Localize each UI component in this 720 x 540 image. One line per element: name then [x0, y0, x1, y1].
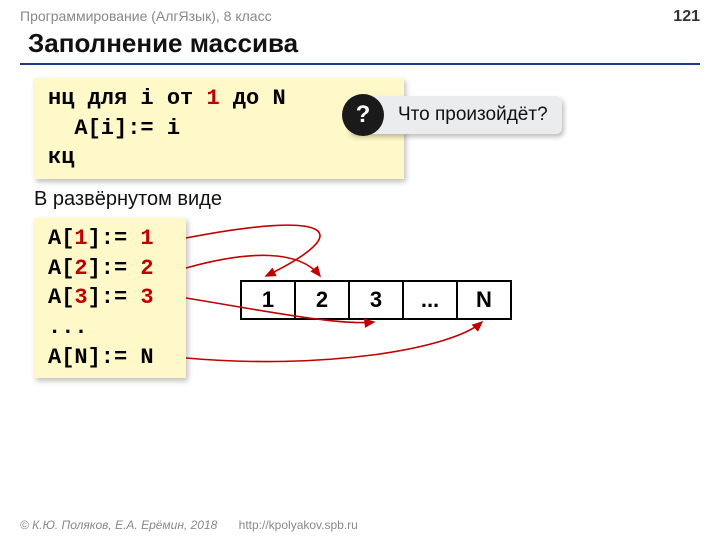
array-cell: 3 [349, 281, 403, 319]
page-number: 121 [673, 8, 700, 26]
footer: © К.Ю. Поляков, Е.А. Ерёмин, 2018 http:/… [20, 518, 358, 532]
callout-text: Что произойдёт? [398, 104, 548, 125]
code-expanded: A[1]:= 1 A[2]:= 2 A[3]:= 3 ... A[N]:= N [34, 218, 186, 378]
page-title: Заполнение массива [0, 28, 720, 63]
array-cell: 1 [241, 281, 295, 319]
subtitle: В развёрнутом виде [34, 188, 222, 211]
array-cell: 2 [295, 281, 349, 319]
array-cell: ... [403, 281, 457, 319]
array-cell: N [457, 281, 511, 319]
footer-url: http://kpolyakov.spb.ru [239, 518, 358, 532]
title-rule [20, 63, 700, 65]
footer-credit: © К.Ю. Поляков, Е.А. Ерёмин, 2018 [20, 518, 217, 532]
header: Программирование (АлгЯзык), 8 класс 121 [0, 0, 720, 28]
question-icon: ? [342, 94, 384, 136]
course-label: Программирование (АлгЯзык), 8 класс [20, 8, 272, 26]
array-table: 1 2 3 ... N [240, 280, 512, 320]
question-callout: ? Что произойдёт? [348, 96, 562, 134]
